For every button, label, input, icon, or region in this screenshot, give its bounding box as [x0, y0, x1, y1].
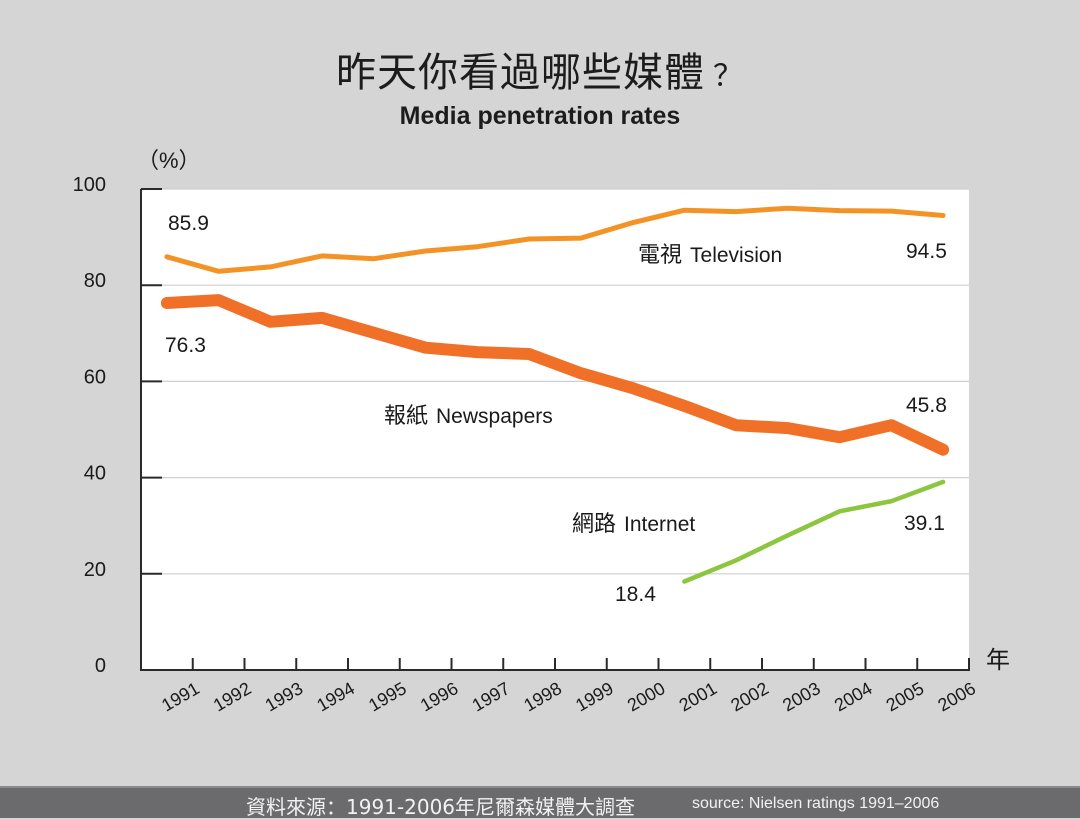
internet-end-label: 39.1: [904, 512, 945, 535]
y-tick-label: 40: [84, 463, 106, 485]
x-tick-label: 2006: [934, 678, 979, 715]
newspapers-end-label: 45.8: [906, 394, 947, 417]
x-tick-label: 2000: [624, 678, 669, 715]
x-tick-label: 1993: [262, 678, 307, 715]
x-tick-label: 2002: [727, 678, 772, 715]
x-tick-label: 2003: [779, 678, 824, 715]
tv-start-label: 85.9: [168, 212, 209, 235]
source-footer: 資料來源：1991-2006年尼爾森媒體大調查 source: Nielsen …: [0, 786, 1080, 818]
x-tick-label: 1998: [520, 678, 565, 715]
tv-series-label-en: Television: [690, 244, 782, 267]
x-tick-label: 1992: [210, 678, 255, 715]
internet-series-label-en: Internet: [624, 513, 695, 536]
y-tick-label: 100: [73, 174, 106, 196]
tv-end-label: 94.5: [906, 240, 947, 263]
y-axis-unit-label: （%）: [137, 148, 201, 173]
x-tick-label: 1999: [572, 678, 617, 715]
source-text-zh: 資料來源：1991-2006年尼爾森媒體大調查: [246, 791, 635, 820]
internet-series-label-zh: 網路: [572, 512, 616, 537]
plot-area: [141, 189, 969, 670]
newspapers-series-label-en: Newspapers: [436, 405, 553, 428]
x-tick-label: 1991: [158, 678, 203, 715]
x-axis-unit-label: 年: [986, 647, 1010, 674]
internet-series-label: 網路 Internet: [572, 512, 695, 537]
y-tick-label: 80: [84, 270, 106, 292]
x-tick-label: 1997: [469, 678, 514, 715]
x-tick-label: 2001: [676, 678, 721, 715]
tv-series-label-zh: 電視: [638, 243, 682, 268]
newspapers-start-label: 76.3: [165, 334, 206, 357]
source-text-en: source: Nielsen ratings 1991–2006: [692, 795, 939, 813]
x-tick-label: 1996: [417, 678, 462, 715]
y-tick-labels: 0 20 40 60 80 100: [73, 174, 106, 677]
tv-series-label: 電視 Television: [638, 243, 782, 268]
newspapers-series-label: 報紙 Newspapers: [384, 404, 553, 429]
x-tick-label: 2005: [883, 678, 928, 715]
y-tick-label: 20: [84, 559, 106, 581]
x-tick-label: 1995: [365, 678, 410, 715]
newspapers-series-label-zh: 報紙: [384, 404, 428, 429]
x-tick-label: 1994: [313, 678, 358, 715]
y-tick-label: 0: [95, 655, 106, 677]
x-tick-label: 2004: [831, 678, 876, 715]
y-tick-label: 60: [84, 366, 106, 388]
internet-start-label: 18.4: [615, 583, 656, 606]
